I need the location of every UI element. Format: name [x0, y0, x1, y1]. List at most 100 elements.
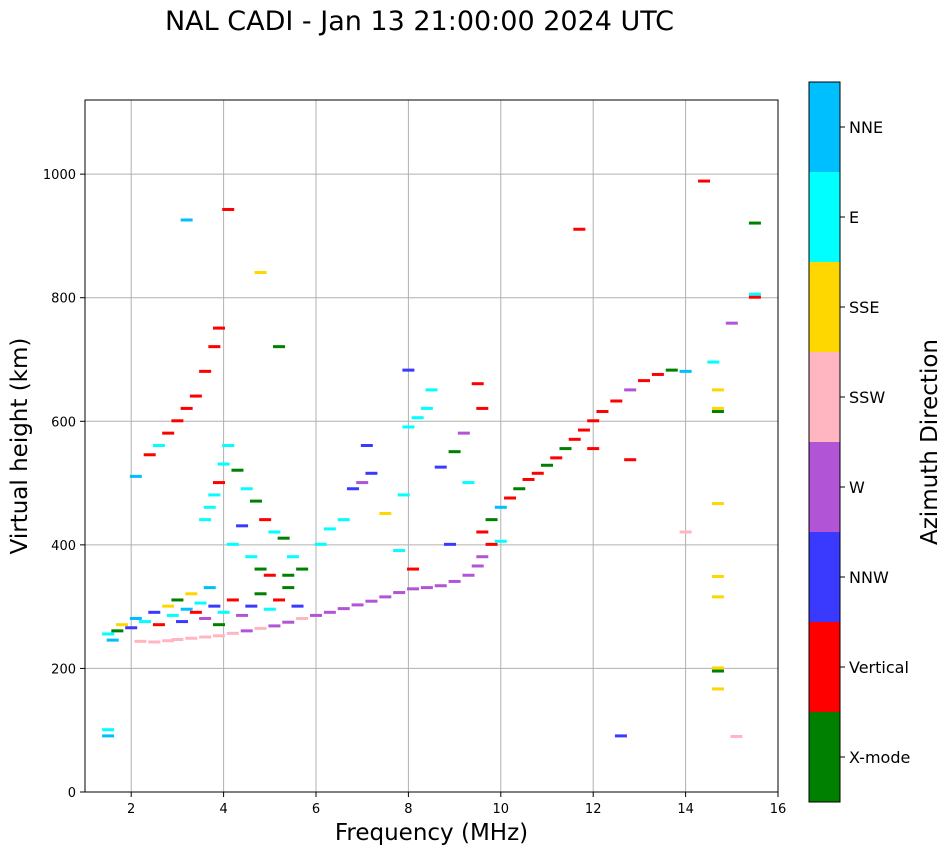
echo-point	[152, 623, 165, 627]
echo-point	[277, 536, 290, 540]
colorbar-segment	[809, 82, 840, 172]
colorbar-tick-label: SSW	[849, 388, 885, 407]
echo-point	[665, 368, 678, 372]
echo-point	[337, 607, 350, 611]
echo-point	[624, 458, 637, 462]
echo-point	[711, 388, 724, 392]
x-axis-label: Frequency (MHz)	[335, 820, 528, 846]
echo-point	[522, 477, 535, 481]
echo-point	[115, 623, 128, 627]
echo-point	[236, 613, 249, 617]
echo-point	[199, 635, 212, 639]
echo-point	[407, 567, 420, 571]
echo-point	[397, 493, 410, 497]
echo-point	[208, 604, 221, 608]
echo-point	[485, 518, 498, 522]
echo-point	[711, 595, 724, 599]
echo-point	[180, 406, 193, 410]
chart-title: NAL CADI - Jan 13 21:00:00 2024 UTC	[164, 6, 675, 37]
echo-point	[259, 518, 272, 522]
grid-lines	[85, 100, 779, 793]
echo-point	[337, 518, 350, 522]
echo-point	[679, 369, 692, 373]
echo-point	[448, 450, 461, 454]
echo-point	[171, 598, 184, 602]
echo-point	[143, 453, 156, 457]
echo-point	[212, 481, 225, 485]
echo-point	[310, 613, 322, 617]
colorbar-tick-label: W	[849, 478, 865, 497]
echo-point	[148, 610, 161, 614]
echo-point	[296, 617, 309, 620]
x-tick-label: 4	[219, 802, 227, 817]
echo-point	[420, 586, 433, 590]
echo-point	[102, 632, 115, 636]
echo-point	[226, 631, 239, 635]
echo-point	[425, 388, 438, 392]
echo-point	[638, 379, 651, 383]
echo-point	[707, 360, 720, 364]
echo-point	[711, 666, 724, 670]
echo-point	[208, 345, 221, 349]
echo-point	[291, 604, 304, 608]
x-tick-label: 12	[585, 802, 602, 817]
y-tick-label: 200	[51, 662, 76, 677]
echo-point	[550, 456, 563, 460]
echo-point	[194, 601, 207, 605]
echo-point	[573, 227, 586, 231]
echo-point	[236, 524, 249, 528]
echo-point	[323, 527, 336, 531]
echo-point	[212, 634, 225, 638]
x-tick-label: 2	[127, 802, 135, 817]
echo-point	[217, 462, 230, 466]
echo-point	[111, 629, 124, 633]
azimuth-colorbar: X-mode Vertical NNW W SSW SSE E NNE	[808, 81, 910, 803]
echo-point	[129, 617, 142, 620]
echo-point	[268, 530, 281, 534]
echo-point	[513, 487, 526, 491]
echo-point	[273, 345, 286, 349]
echo-point	[624, 388, 637, 392]
colorbar-tick-label: NNW	[849, 568, 889, 587]
echo-point	[393, 549, 406, 553]
echo-point	[102, 734, 115, 738]
echo-point	[273, 598, 286, 602]
echo-point	[504, 496, 517, 500]
colorbar-tick-label: E	[849, 208, 859, 227]
colorbar-segment	[809, 172, 840, 262]
echo-point	[226, 542, 239, 546]
y-tick-label: 600	[51, 415, 76, 430]
echo-point	[711, 502, 724, 506]
colorbar-segment	[809, 442, 840, 532]
echo-point	[286, 555, 299, 559]
echo-point	[189, 394, 202, 398]
echo-point	[139, 620, 152, 624]
colorbar-segment	[809, 262, 840, 352]
colorbar-segment	[809, 712, 840, 802]
echo-point	[203, 505, 216, 509]
echo-point	[476, 406, 489, 410]
echo-point	[587, 447, 600, 451]
echo-point	[208, 493, 221, 497]
x-tick-label: 16	[770, 802, 787, 817]
echo-point	[171, 638, 184, 642]
echo-point	[254, 626, 267, 630]
echo-point	[379, 511, 392, 515]
y-tick-label: 0	[68, 786, 76, 801]
echo-point	[176, 620, 189, 624]
echo-point	[494, 539, 507, 543]
echo-point	[420, 406, 433, 410]
echo-point	[263, 607, 276, 611]
echo-point	[152, 444, 165, 447]
echo-point	[282, 573, 295, 577]
echo-point	[254, 271, 267, 274]
colorbar-segment	[809, 352, 840, 442]
echo-point	[102, 728, 115, 732]
echo-point	[166, 613, 179, 617]
echo-point	[268, 624, 281, 628]
echo-point	[148, 640, 161, 644]
echo-point	[462, 573, 475, 577]
echo-point	[203, 586, 216, 590]
echo-point	[240, 629, 253, 633]
echo-point	[263, 573, 276, 577]
